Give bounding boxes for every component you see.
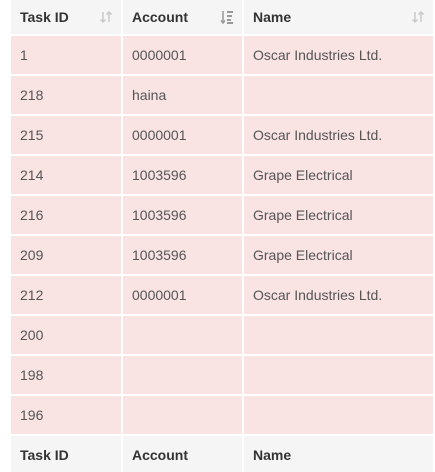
cell-name [244,396,433,434]
footer-name: Name [244,436,433,472]
table-row[interactable]: 216 1003596 Grape Electrical [11,196,433,234]
header-task-id[interactable]: Task ID [11,0,121,34]
cell-task-id: 1 [11,36,121,74]
cell-account: 0000001 [123,36,242,74]
cell-account: 1003596 [123,156,242,194]
task-table: Task ID Account Name [11,0,433,472]
cell-account: haina [123,76,242,114]
cell-name [244,316,433,354]
table-row[interactable]: 212 0000001 Oscar Industries Ltd. [11,276,433,314]
table-row[interactable]: 215 0000001 Oscar Industries Ltd. [11,116,433,154]
cell-name: Oscar Industries Ltd. [244,276,433,314]
sort-numeric-asc-icon[interactable] [220,10,234,24]
footer-task-id: Task ID [11,436,121,472]
cell-account [123,356,242,394]
cell-task-id: 196 [11,396,121,434]
header-account-label: Account [132,9,188,25]
table-row[interactable]: 214 1003596 Grape Electrical [11,156,433,194]
table-row[interactable]: 200 [11,316,433,354]
cell-task-id: 216 [11,196,121,234]
cell-task-id: 198 [11,356,121,394]
table-row[interactable]: 198 [11,356,433,394]
table-header: Task ID Account Name [11,0,433,34]
cell-name [244,76,433,114]
footer-account: Account [123,436,242,472]
cell-task-id: 212 [11,276,121,314]
cell-account: 1003596 [123,196,242,234]
header-name[interactable]: Name [244,0,433,34]
table-footer: Task ID Account Name [11,436,433,472]
cell-account: 0000001 [123,276,242,314]
cell-task-id: 200 [11,316,121,354]
cell-task-id: 218 [11,76,121,114]
table-row[interactable]: 196 [11,396,433,434]
header-name-label: Name [253,9,292,25]
cell-task-id: 209 [11,236,121,274]
cell-name [244,356,433,394]
header-task-id-label: Task ID [20,9,69,25]
table-row[interactable]: 209 1003596 Grape Electrical [11,236,433,274]
cell-task-id: 214 [11,156,121,194]
cell-name: Grape Electrical [244,196,433,234]
header-account[interactable]: Account [123,0,242,34]
cell-account [123,316,242,354]
cell-name: Grape Electrical [244,236,433,274]
table-row[interactable]: 218 haina [11,76,433,114]
cell-account: 0000001 [123,116,242,154]
sort-both-icon[interactable] [99,10,113,24]
cell-name: Grape Electrical [244,156,433,194]
cell-name: Oscar Industries Ltd. [244,36,433,74]
cell-account [123,396,242,434]
cell-account: 1003596 [123,236,242,274]
sort-both-icon[interactable] [411,10,425,24]
cell-task-id: 215 [11,116,121,154]
cell-name: Oscar Industries Ltd. [244,116,433,154]
table-row[interactable]: 1 0000001 Oscar Industries Ltd. [11,36,433,74]
